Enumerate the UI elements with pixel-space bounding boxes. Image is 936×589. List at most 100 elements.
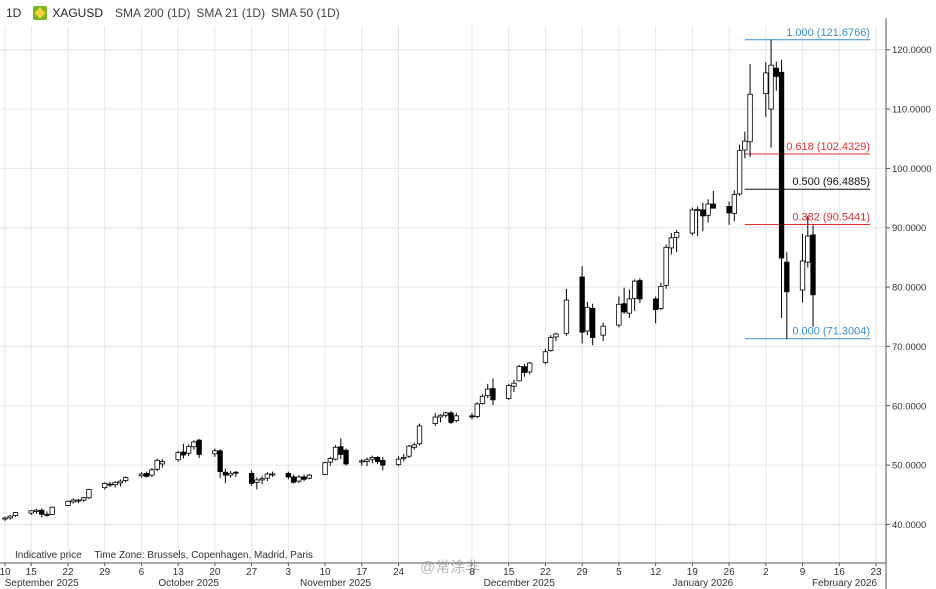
x-tick-label: 13 — [173, 567, 185, 578]
candle-up — [395, 458, 402, 465]
candle-down — [773, 67, 779, 77]
candle-down — [700, 209, 706, 217]
candle-up — [763, 72, 769, 95]
candle-down — [343, 449, 349, 465]
candle-up — [212, 450, 218, 455]
x-tick-label: 23 — [870, 567, 882, 578]
candle-up — [175, 452, 181, 461]
candle-up — [296, 476, 302, 482]
indicator-sma-21[interactable]: SMA 21 (1D) — [196, 6, 266, 20]
indicator-sma-200[interactable]: SMA 200 (1D) — [115, 6, 191, 20]
y-tick-label: 100.0000 — [892, 164, 932, 175]
candle-down — [652, 298, 659, 311]
x-tick-label: 22 — [540, 567, 552, 578]
candle-up — [411, 444, 417, 448]
candle-up — [584, 306, 591, 332]
timezone-note: Time Zone: Brussels, Copenhagen, Madrid,… — [94, 550, 313, 561]
candle-up — [668, 237, 675, 249]
candle-up — [453, 415, 459, 421]
candle-up — [631, 280, 638, 299]
candle-down — [290, 476, 297, 483]
candle-down — [39, 509, 45, 515]
candle-up — [747, 93, 753, 143]
candle-up — [437, 414, 444, 418]
candle-up — [805, 235, 811, 263]
candle-down — [784, 261, 790, 293]
candle-up — [159, 461, 166, 465]
candle-up — [694, 208, 701, 211]
symbol-label[interactable]: XAGUSD — [52, 6, 104, 20]
candle-up — [149, 469, 155, 476]
candle-up — [673, 232, 680, 238]
candle-up — [485, 388, 491, 397]
candle-down — [217, 450, 223, 473]
candle-down — [726, 205, 732, 214]
candle-up — [443, 412, 449, 416]
y-tick-label: 60.0000 — [892, 401, 926, 412]
candle-up — [306, 474, 312, 479]
candle-up — [117, 480, 124, 484]
x-tick-label: 24 — [393, 567, 405, 578]
candle-up — [112, 481, 118, 486]
fib-level-label: 0.000 (71.3004) — [792, 326, 870, 338]
candle-up — [548, 337, 554, 351]
month-label: February 2026 — [812, 578, 877, 589]
candle-down — [374, 456, 381, 462]
candle-down — [521, 366, 528, 373]
chart-toolbar: 1D XAGUSD SMA 200 (1D) SMA 21 (1D) SMA 5… — [0, 0, 936, 26]
fib-level-label: 0.618 (102.4329) — [786, 141, 870, 153]
candle-up — [516, 366, 522, 382]
x-tick-label: 15 — [503, 567, 515, 578]
interval-button[interactable]: 1D — [6, 6, 22, 20]
candle-up — [553, 333, 559, 338]
y-tick-label: 50.0000 — [892, 461, 926, 472]
candle-up — [626, 298, 633, 314]
candle-up — [254, 479, 260, 483]
x-tick-label: 19 — [687, 567, 699, 578]
candle-down — [233, 471, 239, 474]
candle-up — [7, 515, 13, 519]
x-tick-label: 8 — [469, 567, 475, 578]
candle-down — [301, 476, 307, 480]
candle-down — [144, 473, 150, 477]
candle-up — [406, 445, 412, 457]
x-tick-label: 29 — [99, 567, 111, 578]
candle-down — [810, 234, 816, 296]
x-tick-label: 29 — [577, 567, 589, 578]
y-tick-label: 110.0000 — [892, 105, 931, 116]
candle-up — [327, 458, 333, 463]
candle-up — [736, 150, 743, 195]
candle-up — [259, 478, 265, 481]
candle-up — [506, 385, 512, 400]
x-tick-label: 2 — [763, 567, 769, 578]
candle-down — [222, 471, 229, 476]
x-tick-label: 16 — [834, 567, 846, 578]
candle-down — [448, 412, 454, 423]
candle-down — [469, 415, 475, 418]
candle-up — [479, 395, 486, 404]
x-tick-label: 15 — [26, 567, 38, 578]
x-tick-label: 17 — [356, 567, 368, 578]
fibonacci-labels: 1.000 (121.6766) 0.618 (102.4329) 0.500 (9… — [786, 27, 870, 338]
candle-up — [269, 473, 276, 476]
candle-up — [102, 483, 108, 489]
candle-down — [107, 483, 113, 486]
candle-up — [65, 500, 71, 506]
x-tick-label: 5 — [616, 567, 622, 578]
x-tick-label: 12 — [650, 567, 662, 578]
candle-up — [768, 64, 774, 110]
symbol-icon — [33, 6, 48, 20]
candle-up — [191, 441, 197, 448]
x-tick-label: 9 — [800, 567, 806, 578]
y-tick-label: 80.0000 — [892, 283, 926, 294]
candle-down — [590, 308, 596, 338]
candle-up — [28, 510, 34, 514]
candle-up — [799, 260, 806, 291]
indicator-sma-50[interactable]: SMA 50 (1D) — [271, 6, 340, 20]
candle-up — [663, 246, 669, 286]
candle-up — [227, 473, 234, 476]
y-tick-label: 90.0000 — [892, 223, 926, 234]
candle-up — [527, 362, 533, 373]
candle-up — [123, 477, 129, 481]
